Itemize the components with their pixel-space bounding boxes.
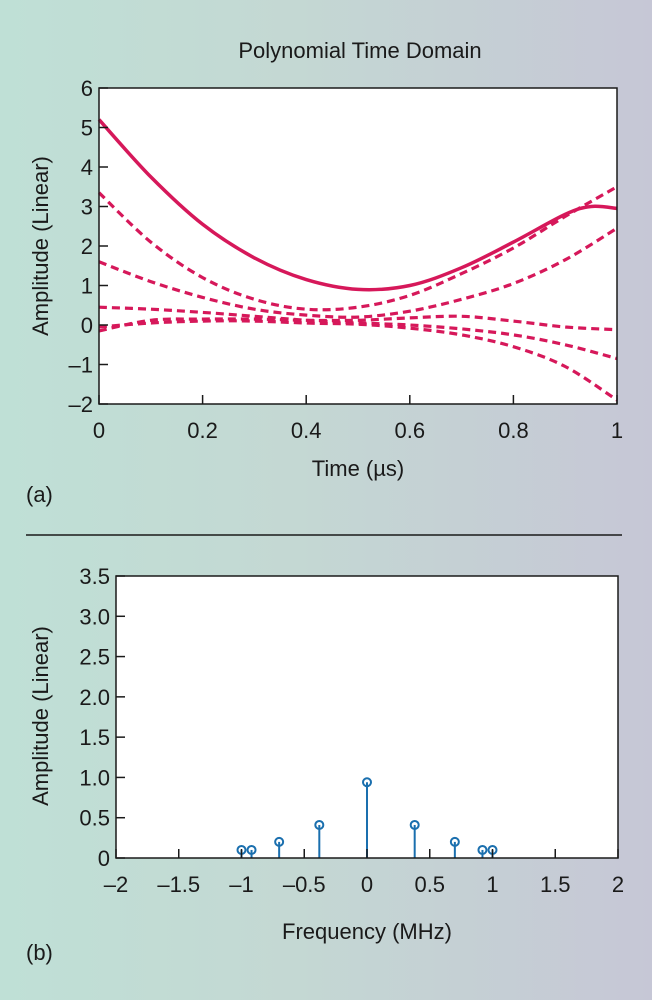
panel-label-b: (b) <box>26 940 53 965</box>
a-x-tick-label: 0.2 <box>187 418 218 443</box>
y-axis-label-b: Amplitude (Linear) <box>28 626 53 806</box>
stem-marker <box>477 844 488 855</box>
b-y-tick-label: 0 <box>98 846 110 871</box>
a-y-tick-label: 2 <box>81 234 93 259</box>
b-x-tick-label: –0.5 <box>283 872 326 897</box>
a-y-tick-label: 6 <box>81 76 93 101</box>
y-axis-label-a: Amplitude (Linear) <box>28 156 53 336</box>
x-axis-label-b: Frequency (MHz) <box>282 919 452 944</box>
a-x-tick-label: 1 <box>611 418 623 443</box>
a-x-tick-label: 0 <box>93 418 105 443</box>
b-y-tick-label: 3.5 <box>79 564 110 589</box>
b-x-tick-label: 0.5 <box>414 872 445 897</box>
stem-marker <box>409 819 420 830</box>
b-x-tick-label: –1.5 <box>157 872 200 897</box>
dashed-curve-1 <box>97 185 618 312</box>
a-x-tick-label: 0.6 <box>395 418 426 443</box>
dashed-curve-2 <box>98 226 618 319</box>
stem-marker <box>246 844 257 855</box>
b-y-tick-label: 1.0 <box>79 765 110 790</box>
b-y-tick-label: 0.5 <box>79 806 110 831</box>
b-x-tick-label: 0 <box>361 872 373 897</box>
y-axis-ticks-a: –2 –1 0 1 2 3 4 5 6 <box>69 76 108 417</box>
a-y-tick-label: 4 <box>81 155 93 180</box>
dashed-curve-3 <box>98 305 618 361</box>
a-x-tick-label: 0.4 <box>291 418 322 443</box>
b-y-tick-label: 2.5 <box>79 645 110 670</box>
frequency-domain-panel: –2 –1.5 –1 –0.5 0 0.5 1 1.5 2 0 0.5 1.0 1.5 2.0 2.5 3.… <box>26 564 624 965</box>
x-axis-ticks-b: –2 –1.5 –1 –0.5 0 0.5 1 1.5 2 <box>104 849 624 897</box>
x-axis-ticks-a: 0 0.2 0.4 0.6 0.8 1 <box>93 395 623 443</box>
b-x-tick-label: 1 <box>486 872 498 897</box>
stem-marker <box>362 777 372 788</box>
time-domain-panel: Polynomial Time Domain 0 0.2 0.4 0.6 0.8 1 –2… <box>26 38 623 507</box>
dashed-curve-4 <box>98 319 618 402</box>
b-y-tick-label: 3.0 <box>79 604 110 629</box>
a-y-tick-label: 5 <box>81 116 93 141</box>
panel-label-a: (a) <box>26 482 53 507</box>
y-axis-ticks-b: 0 0.5 1.0 1.5 2.0 2.5 3.0 3.5 <box>79 564 125 871</box>
b-y-tick-label: 2.0 <box>79 685 110 710</box>
a-y-tick-label: 0 <box>81 313 93 338</box>
b-x-tick-label: –1 <box>229 872 253 897</box>
b-x-tick-label: –2 <box>104 872 128 897</box>
b-x-tick-label: 1.5 <box>540 872 571 897</box>
a-y-tick-label: 3 <box>81 195 93 220</box>
curve-group <box>97 118 618 402</box>
a-y-tick-label: –1 <box>69 353 93 378</box>
stem-marker <box>314 819 325 830</box>
chart-title: Polynomial Time Domain <box>238 38 481 63</box>
b-y-tick-label: 1.5 <box>79 725 110 750</box>
stem-marker <box>274 836 285 847</box>
a-y-tick-label: 1 <box>81 274 93 299</box>
dashed-curve-5 <box>98 314 618 333</box>
a-y-tick-label: –2 <box>69 392 93 417</box>
a-x-tick-label: 0.8 <box>498 418 529 443</box>
b-x-tick-label: 2 <box>612 872 624 897</box>
stem-marker <box>449 836 460 847</box>
x-axis-label-a: Time (µs) <box>312 456 405 481</box>
plot-area-b <box>115 575 619 859</box>
plot-area-a <box>97 87 618 405</box>
